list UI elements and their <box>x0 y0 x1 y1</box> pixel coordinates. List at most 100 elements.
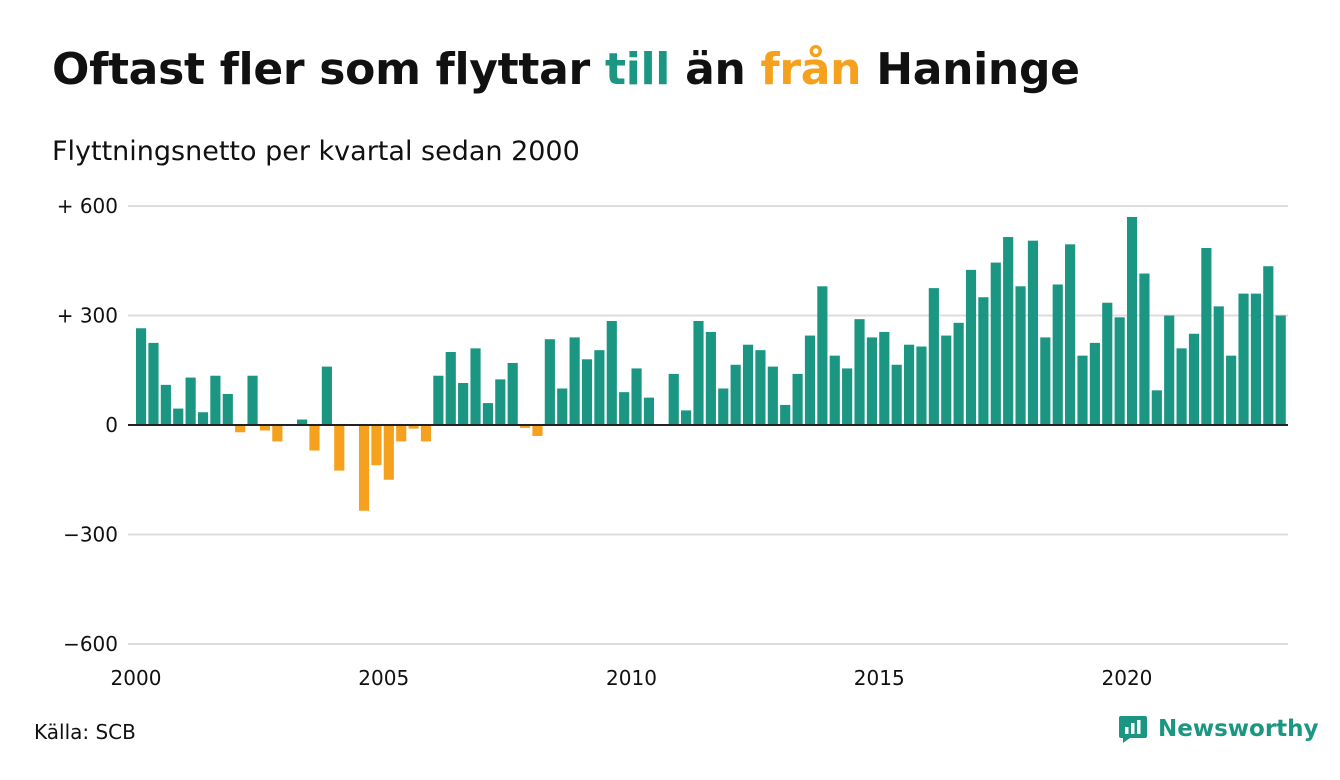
bar <box>173 408 184 425</box>
x-axis-tick-labels: 2000 2005 2010 2015 2020 <box>111 666 1153 690</box>
bar <box>1201 247 1212 425</box>
bar <box>767 366 778 425</box>
bar <box>854 319 865 425</box>
bar <box>619 392 630 425</box>
bar <box>742 344 754 425</box>
bar <box>693 320 704 425</box>
bar <box>557 388 568 425</box>
bar <box>136 328 147 425</box>
bar <box>1226 355 1237 425</box>
bar <box>1027 240 1039 425</box>
bar <box>272 425 283 442</box>
bar <box>334 425 345 471</box>
bar <box>879 331 890 425</box>
bar <box>804 335 816 425</box>
bar <box>544 339 555 425</box>
bar <box>1114 317 1125 425</box>
bars <box>136 216 1286 511</box>
bar <box>594 350 605 425</box>
bar <box>445 352 456 425</box>
bar <box>297 419 308 425</box>
bar <box>1188 333 1200 425</box>
bar <box>420 425 432 442</box>
title-part-1: Oftast fler som flyttar <box>52 44 605 95</box>
bar <box>842 368 853 425</box>
bar <box>643 397 655 425</box>
bar <box>1151 390 1162 425</box>
bar <box>718 388 729 425</box>
y-axis-tick-labels: + 600 + 300 0 −300 −600 <box>57 194 118 656</box>
bar <box>383 425 394 480</box>
bar <box>965 269 977 425</box>
bar <box>891 364 902 425</box>
bar <box>1089 342 1100 425</box>
y-tick-label: −600 <box>63 632 118 656</box>
bar <box>1213 306 1224 425</box>
bar <box>631 368 642 425</box>
bar <box>321 366 332 425</box>
bar <box>1250 293 1261 425</box>
bar <box>1176 348 1187 425</box>
bar <box>507 362 518 425</box>
bar <box>247 375 258 425</box>
bar <box>730 364 741 425</box>
bar <box>222 393 233 425</box>
y-tick-label: 0 <box>105 413 118 437</box>
bar <box>482 403 493 425</box>
bar <box>1139 273 1150 425</box>
title-till-highlight: till <box>604 44 671 95</box>
bar <box>780 404 791 425</box>
bar <box>1263 266 1274 425</box>
bar <box>532 425 543 436</box>
bar <box>1102 302 1113 425</box>
bar <box>705 331 716 425</box>
bar <box>904 344 915 425</box>
bar <box>866 337 877 425</box>
bar <box>1238 293 1249 425</box>
bar <box>1040 337 1051 425</box>
x-tick-label: 2015 <box>854 666 905 690</box>
bar <box>470 348 481 425</box>
y-tick-label: + 300 <box>57 304 118 328</box>
bar <box>148 342 159 425</box>
title-fran-highlight: från <box>760 44 862 95</box>
bar <box>185 377 196 425</box>
bar <box>1003 237 1014 425</box>
bar-chart-speech-bubble-icon <box>1119 716 1147 743</box>
bar <box>235 425 246 433</box>
bar <box>569 337 580 425</box>
bar <box>681 410 692 425</box>
bar <box>197 412 209 425</box>
bar <box>978 297 989 425</box>
bar <box>792 373 803 425</box>
bar <box>458 383 469 425</box>
bar <box>371 425 382 466</box>
bar <box>990 262 1001 425</box>
title-part-3: Haninge <box>861 44 1080 95</box>
bar <box>1015 286 1026 425</box>
bar <box>495 379 506 425</box>
bar <box>408 425 419 429</box>
bar <box>396 425 407 442</box>
bar <box>1126 216 1138 425</box>
source-note: Källa: SCB <box>34 720 136 744</box>
bar <box>606 320 617 425</box>
title-part-2: än <box>670 44 761 95</box>
brand-logo: Newsworthy <box>1118 714 1319 744</box>
brand-name: Newsworthy <box>1158 716 1319 742</box>
x-tick-label: 2000 <box>111 666 162 690</box>
y-tick-label: + 600 <box>57 194 118 218</box>
bar <box>520 425 531 428</box>
bar <box>941 335 952 425</box>
bar <box>210 375 221 425</box>
bar <box>829 355 840 425</box>
bar-chart: + 600 + 300 0 −300 −600 2000 2005 2010 2015 2020 <box>57 194 1288 690</box>
x-tick-label: 2010 <box>606 666 657 690</box>
gridlines <box>128 205 1288 645</box>
bar <box>1164 315 1175 425</box>
chart-subtitle: Flyttningsnetto per kvartal sedan 2000 <box>52 136 580 167</box>
bar <box>1052 284 1063 425</box>
bar <box>916 346 927 425</box>
x-tick-label: 2005 <box>358 666 409 690</box>
bar <box>1065 244 1076 425</box>
